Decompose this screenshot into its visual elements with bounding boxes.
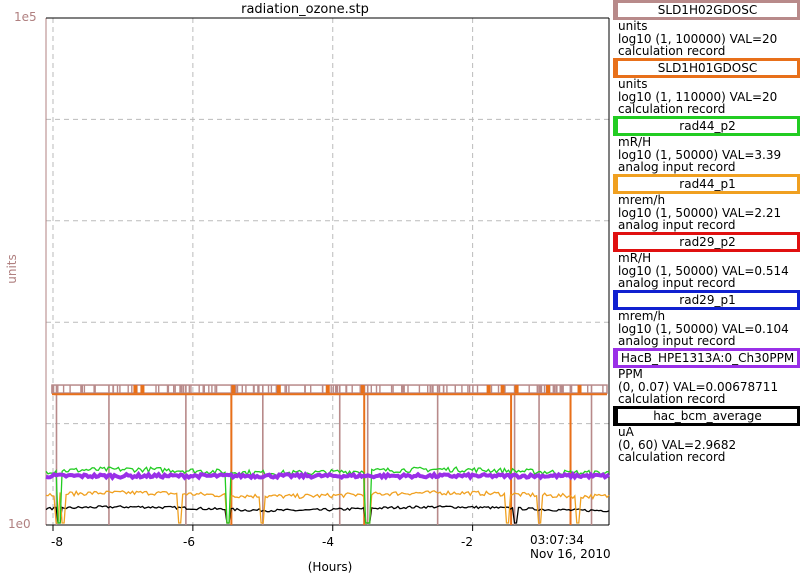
legend-series-name[interactable]: rad44_p2: [613, 116, 800, 136]
legend-series-name[interactable]: HacB_HPE1313A:0_Ch30PPM: [613, 348, 800, 368]
legend-series-name[interactable]: rad29_p2: [613, 232, 800, 252]
legend-range: log10 (1, 100000) VAL=20: [618, 31, 778, 46]
x-tick-label: -6: [183, 535, 195, 549]
series-rad44-p1: [45, 490, 610, 524]
legend-rtype: calculation record: [618, 392, 726, 406]
legend-item[interactable]: SLD1H01GDOSC units log10 (1, 110000) VAL=2…: [613, 58, 800, 116]
series-sld1h01gdosc-block: [231, 385, 236, 394]
legend-unit: mrem/h: [618, 309, 666, 323]
series-sld1h01gdosc-block: [140, 385, 145, 394]
series-sld1h01gdosc-block: [325, 385, 330, 394]
legend-unit: mR/H: [618, 135, 652, 149]
time-label: 03:07:34: [530, 533, 584, 547]
legend-item[interactable]: rad44_p2 mR/H log10 (1, 50000) VAL=3.39 ana…: [613, 116, 800, 174]
chart-title: radiation_ozone.stp: [241, 2, 369, 17]
legend-range: log10 (1, 110000) VAL=20: [618, 89, 778, 104]
date-label: Nov 16, 2010: [530, 547, 611, 561]
legend-rtype: calculation record: [618, 102, 726, 116]
legend-range: log10 (1, 50000) VAL=0.104: [618, 321, 789, 336]
legend-unit: PPM: [618, 367, 643, 381]
series-sld1h01gdosc-block: [514, 385, 519, 394]
series-hacb-hpe1313a-ch30ppm: [45, 470, 611, 482]
legend-item[interactable]: HacB_HPE1313A:0_Ch30PPM PPM (0, 0.07) VAL=…: [613, 348, 800, 406]
legend-range: (0, 0.07) VAL=0.00678711: [618, 379, 779, 394]
legend-series-name[interactable]: SLD1H02GDOSC: [613, 0, 800, 20]
legend-unit: mR/H: [618, 251, 652, 265]
legend-range: log10 (1, 50000) VAL=0.514: [618, 263, 789, 278]
legend-series-name[interactable]: rad44_p1: [613, 174, 800, 194]
legend-rtype: analog input record: [618, 276, 736, 290]
legend-series-name[interactable]: rad29_p1: [613, 290, 800, 310]
legend-range: (0, 60) VAL=2.9682: [618, 437, 737, 452]
y-axis-top-label: 1e5: [14, 10, 37, 24]
legend-item[interactable]: hac_bcm_average uA (0, 60) VAL=2.9682 calcu…: [613, 406, 800, 464]
legend-rtype: analog input record: [618, 160, 736, 174]
legend-item[interactable]: rad44_p1 mrem/h log10 (1, 50000) VAL=2.21 a…: [613, 174, 800, 232]
series-sld1h01gdosc-block: [500, 385, 505, 394]
legend-item[interactable]: rad29_p2 mR/H log10 (1, 50000) VAL=0.514 an…: [613, 232, 800, 290]
legend-item[interactable]: SLD1H02GDOSC units log10 (1, 100000) VAL=2…: [613, 0, 800, 58]
y-axis-bottom-label: 1e0: [8, 517, 31, 531]
y-axis-label: units: [5, 254, 19, 284]
x-tick-label: -8: [51, 535, 63, 549]
legend-unit: mrem/h: [618, 193, 666, 207]
legend-unit: units: [618, 19, 648, 33]
series-sld1h01gdosc-block: [486, 385, 491, 394]
legend-rtype: analog input record: [618, 218, 736, 232]
legend-item[interactable]: rad29_p1 mrem/h log10 (1, 50000) VAL=0.104…: [613, 290, 800, 348]
legend-rtype: calculation record: [618, 450, 726, 464]
x-tick-label: -2: [461, 535, 473, 549]
legend-series-name[interactable]: hac_bcm_average: [613, 406, 800, 426]
legend-range: log10 (1, 50000) VAL=2.21: [618, 205, 782, 220]
x-tick-label: -4: [322, 535, 334, 549]
series-sld1h01gdosc-block: [577, 385, 582, 394]
legend-panel: SLD1H02GDOSC units log10 (1, 100000) VAL=2…: [613, 0, 800, 464]
legend-unit: units: [618, 77, 648, 91]
series-sld1h01gdosc-block: [546, 385, 551, 394]
legend-unit: uA: [618, 425, 634, 439]
x-axis-label: (Hours): [307, 560, 353, 574]
legend-rtype: analog input record: [618, 334, 736, 348]
series-hac-bcm-average: [45, 505, 610, 524]
series-sld1h01gdosc-block: [360, 385, 365, 394]
legend-rtype: calculation record: [618, 44, 726, 58]
legend-series-name[interactable]: SLD1H01GDOSC: [613, 58, 800, 78]
legend-range: log10 (1, 50000) VAL=3.39: [618, 147, 782, 162]
series-sld1h01gdosc-block: [276, 385, 281, 394]
series-sld1h01gdosc-block: [133, 385, 138, 394]
